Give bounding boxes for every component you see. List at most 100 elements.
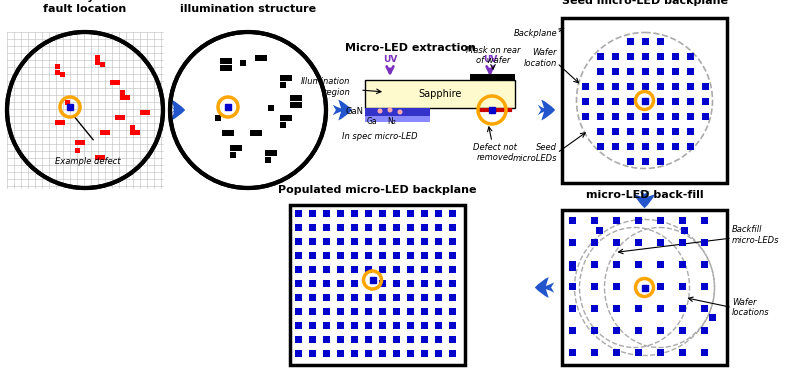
Bar	[701, 239, 707, 245]
Bar	[449, 322, 455, 328]
Bar	[613, 217, 619, 223]
Bar	[365, 108, 430, 116]
Bar	[365, 336, 371, 342]
Bar	[434, 223, 442, 231]
Text: Seed
microLEDs: Seed microLEDs	[513, 143, 557, 163]
Text: Defect not
removed: Defect not removed	[473, 143, 517, 163]
Bar	[709, 314, 715, 321]
Bar	[55, 64, 60, 69]
Bar	[337, 322, 343, 328]
Bar	[350, 251, 358, 259]
Bar	[365, 223, 371, 231]
Bar	[120, 95, 125, 100]
Bar	[642, 82, 649, 90]
Bar	[145, 110, 150, 115]
Bar	[100, 130, 105, 135]
Bar	[393, 209, 399, 217]
Bar	[671, 68, 678, 74]
Bar	[365, 251, 371, 259]
Bar	[75, 140, 80, 145]
Bar	[406, 251, 414, 259]
Text: Wafer
locations: Wafer locations	[732, 298, 770, 317]
Bar	[421, 223, 427, 231]
Bar	[642, 53, 649, 59]
Bar	[250, 130, 256, 136]
Bar	[678, 305, 686, 311]
Bar	[449, 209, 455, 217]
Bar	[80, 140, 85, 145]
Bar	[75, 148, 80, 153]
Bar	[626, 158, 634, 164]
Bar	[294, 350, 302, 356]
Text: Example defect: Example defect	[55, 157, 121, 166]
Bar	[613, 282, 619, 290]
Bar	[60, 120, 65, 125]
Bar	[350, 279, 358, 287]
Text: micro-LED back-fill: micro-LED back-fill	[586, 190, 703, 200]
Bar	[337, 350, 343, 356]
Bar	[322, 265, 330, 273]
Bar	[290, 102, 296, 108]
Bar	[434, 251, 442, 259]
Bar	[350, 265, 358, 273]
Bar	[701, 217, 707, 223]
Bar	[686, 82, 694, 90]
Bar	[449, 336, 455, 342]
Bar	[365, 265, 371, 273]
Bar	[294, 237, 302, 245]
Bar	[611, 143, 618, 150]
Circle shape	[387, 107, 393, 113]
Bar	[294, 265, 302, 273]
Bar	[230, 145, 236, 151]
Bar	[657, 305, 663, 311]
Bar	[290, 95, 296, 101]
Bar	[590, 217, 598, 223]
Bar	[350, 223, 358, 231]
Bar	[634, 327, 642, 333]
Bar	[105, 130, 110, 135]
Bar	[100, 155, 105, 160]
Bar	[294, 336, 302, 342]
Circle shape	[7, 32, 163, 188]
Bar	[393, 237, 399, 245]
Bar	[597, 98, 603, 104]
Bar	[569, 327, 575, 333]
Bar	[657, 113, 663, 119]
Bar	[701, 260, 707, 268]
Bar	[671, 53, 678, 59]
Bar	[365, 307, 371, 314]
Bar	[337, 336, 343, 342]
Bar	[678, 327, 686, 333]
Bar	[626, 37, 634, 45]
Bar	[309, 209, 315, 217]
Bar	[671, 113, 678, 119]
Bar	[642, 68, 649, 74]
Bar	[261, 55, 267, 61]
Bar	[393, 223, 399, 231]
Bar	[337, 307, 343, 314]
Bar	[322, 223, 330, 231]
Bar	[678, 260, 686, 268]
Text: Illumination
region: Illumination region	[301, 77, 350, 97]
Bar	[421, 322, 427, 328]
Bar	[350, 322, 358, 328]
Bar	[280, 82, 286, 88]
Bar	[657, 53, 663, 59]
Bar	[337, 237, 343, 245]
Bar	[590, 260, 598, 268]
Bar	[322, 307, 330, 314]
Bar	[590, 349, 598, 355]
Bar	[657, 68, 663, 74]
Bar	[337, 265, 343, 273]
Bar	[393, 265, 399, 273]
Bar	[678, 282, 686, 290]
Bar	[406, 336, 414, 342]
Bar	[322, 336, 330, 342]
Bar	[406, 350, 414, 356]
Bar	[406, 209, 414, 217]
Bar	[365, 116, 430, 122]
Bar	[686, 127, 694, 135]
Bar	[337, 223, 343, 231]
Bar	[657, 143, 663, 150]
Bar	[365, 209, 371, 217]
